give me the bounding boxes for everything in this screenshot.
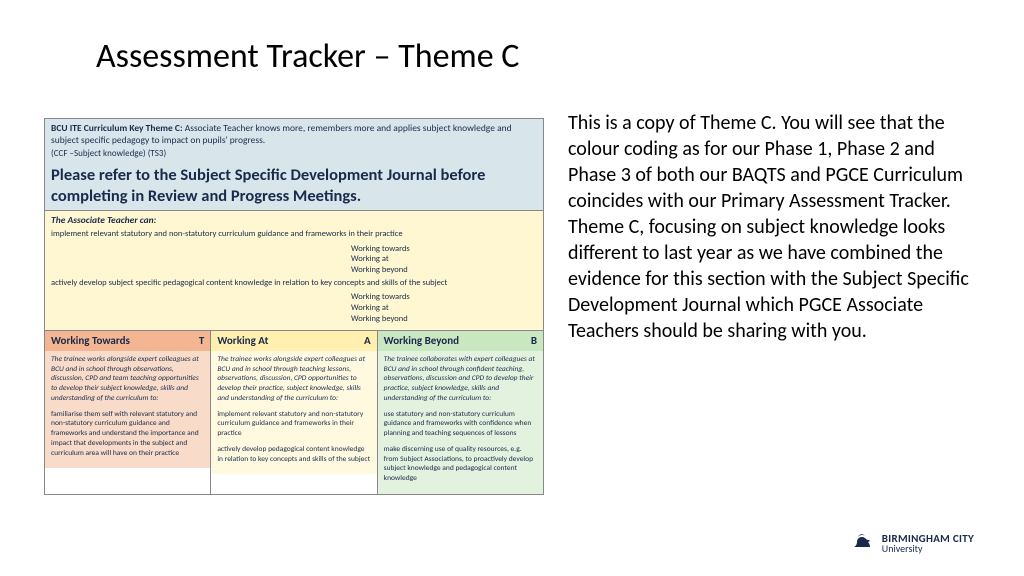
col-t-p1: The trainee works alongside expert colle… [51, 355, 204, 404]
working-towards-label: Working towards [351, 244, 537, 255]
working-group-1: Working towards Working at Working beyon… [351, 244, 537, 276]
logo-line2: University [882, 544, 974, 554]
logo-text: BIRMINGHAM CITY University [882, 533, 974, 554]
column-working-at: Working At A The trainee works alongside… [211, 331, 377, 494]
col-header-b: Working Beyond B [378, 331, 543, 351]
columns-row: Working Towards T The trainee works alon… [45, 331, 543, 494]
col-b-p3: make discerning use of quality resources… [384, 445, 537, 484]
lion-icon [850, 529, 874, 558]
col-letter-b: B [531, 334, 537, 348]
doc-header-line1: BCU ITE Curriculum Key Theme C: Associat… [51, 123, 537, 147]
doc-header-prefix: BCU ITE Curriculum Key Theme C: [51, 122, 183, 134]
col-a-p2: implement relevant statutory and non-sta… [217, 410, 370, 439]
working-group-2: Working towards Working at Working beyon… [351, 292, 537, 324]
doc-header-big: Please refer to the Subject Specific Dev… [51, 165, 537, 206]
statement-2: actively develop subject specific pedago… [51, 278, 537, 289]
col-letter-t: T [199, 334, 204, 348]
working-at-label: Working at [351, 254, 537, 265]
col-b-p1: The trainee collaborates with expert col… [384, 355, 537, 404]
column-working-towards: Working Towards T The trainee works alon… [45, 331, 211, 494]
col-body-a: The trainee works alongside expert colle… [211, 351, 376, 475]
col-header-a: Working At A [211, 331, 376, 351]
col-b-p2: use statutory and non-statutory curricul… [384, 410, 537, 439]
col-a-p3: actively develop pedagogical content kno… [217, 445, 370, 465]
col-body-t: The trainee works alongside expert colle… [45, 351, 210, 469]
page-title: Assessment Tracker – Theme C [96, 36, 519, 77]
doc-header-line2: (CCF –Subject knowledge) (TS3) [51, 148, 537, 159]
working-towards-label: Working towards [351, 292, 537, 303]
working-at-label: Working at [351, 303, 537, 314]
doc-header: BCU ITE Curriculum Key Theme C: Associat… [45, 119, 543, 211]
col-a-p1: The trainee works alongside expert colle… [217, 355, 370, 404]
associate-teacher-can: The Associate Teacher can: [51, 215, 537, 227]
working-beyond-label: Working beyond [351, 314, 537, 325]
col-label-t: Working Towards [51, 334, 130, 348]
university-logo: BIRMINGHAM CITY University [850, 529, 974, 558]
working-beyond-label: Working beyond [351, 265, 537, 276]
col-label-b: Working Beyond [384, 334, 459, 348]
col-body-b: The trainee collaborates with expert col… [378, 351, 543, 494]
column-working-beyond: Working Beyond B The trainee collaborate… [378, 331, 543, 494]
col-label-a: Working At [217, 334, 268, 348]
col-letter-a: A [364, 334, 371, 348]
doc-yellow-section: The Associate Teacher can: implement rel… [45, 211, 543, 331]
statement-1: implement relevant statutory and non-sta… [51, 229, 537, 240]
col-t-p2: familiarise them self with relevant stat… [51, 410, 204, 459]
tracker-document: BCU ITE Curriculum Key Theme C: Associat… [44, 118, 544, 495]
col-header-t: Working Towards T [45, 331, 210, 351]
description-text: This is a copy of Theme C. You will see … [568, 110, 978, 344]
